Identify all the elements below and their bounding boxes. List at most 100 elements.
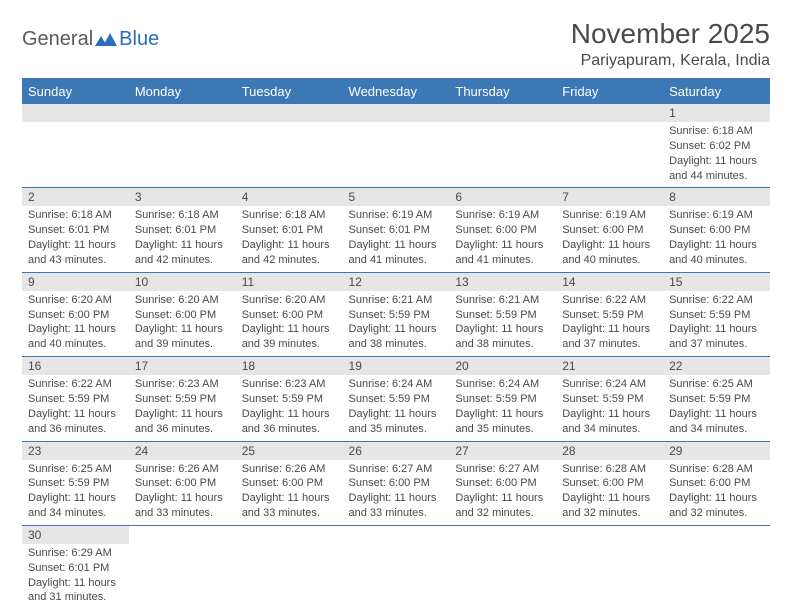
sunset-text: Sunset: 5:59 PM — [135, 392, 230, 407]
calendar-cell: 16Sunrise: 6:22 AMSunset: 5:59 PMDayligh… — [22, 357, 129, 441]
calendar-cell — [449, 525, 556, 609]
day-number: 2 — [22, 188, 129, 206]
day-number: 13 — [449, 273, 556, 291]
daylight-text: Daylight: 11 hours and 40 minutes. — [669, 238, 764, 268]
sunrise-text: Sunrise: 6:24 AM — [349, 377, 444, 392]
day-number: 9 — [22, 273, 129, 291]
day-header: Monday — [129, 79, 236, 104]
day-content: Sunrise: 6:29 AMSunset: 6:01 PMDaylight:… — [22, 544, 129, 609]
sunset-text: Sunset: 5:59 PM — [242, 392, 337, 407]
day-number: 17 — [129, 357, 236, 375]
sunset-text: Sunset: 6:00 PM — [135, 476, 230, 491]
sunrise-text: Sunrise: 6:19 AM — [669, 208, 764, 223]
sunset-text: Sunset: 5:59 PM — [455, 308, 550, 323]
logo-flag-icon — [95, 32, 117, 48]
day-number: 22 — [663, 357, 770, 375]
calendar-cell: 7Sunrise: 6:19 AMSunset: 6:00 PMDaylight… — [556, 188, 663, 272]
sunset-text: Sunset: 6:00 PM — [669, 223, 764, 238]
calendar-cell: 13Sunrise: 6:21 AMSunset: 5:59 PMDayligh… — [449, 272, 556, 356]
sunset-text: Sunset: 5:59 PM — [28, 392, 123, 407]
sunset-text: Sunset: 5:59 PM — [28, 476, 123, 491]
sunrise-text: Sunrise: 6:25 AM — [28, 462, 123, 477]
calendar-cell — [236, 104, 343, 188]
sunset-text: Sunset: 6:01 PM — [28, 561, 123, 576]
day-number-empty — [449, 104, 556, 122]
sunset-text: Sunset: 5:59 PM — [669, 308, 764, 323]
calendar-table: Sunday Monday Tuesday Wednesday Thursday… — [22, 79, 770, 609]
day-content: Sunrise: 6:21 AMSunset: 5:59 PMDaylight:… — [449, 291, 556, 356]
calendar-cell: 18Sunrise: 6:23 AMSunset: 5:59 PMDayligh… — [236, 357, 343, 441]
calendar-cell — [449, 104, 556, 188]
day-number: 29 — [663, 442, 770, 460]
day-header: Friday — [556, 79, 663, 104]
calendar-cell: 21Sunrise: 6:24 AMSunset: 5:59 PMDayligh… — [556, 357, 663, 441]
day-content-empty — [556, 122, 663, 173]
day-content: Sunrise: 6:24 AMSunset: 5:59 PMDaylight:… — [556, 375, 663, 440]
day-number: 10 — [129, 273, 236, 291]
day-number: 15 — [663, 273, 770, 291]
sunrise-text: Sunrise: 6:19 AM — [455, 208, 550, 223]
sunset-text: Sunset: 5:59 PM — [562, 392, 657, 407]
daylight-text: Daylight: 11 hours and 35 minutes. — [455, 407, 550, 437]
day-content: Sunrise: 6:27 AMSunset: 6:00 PMDaylight:… — [449, 460, 556, 525]
day-content: Sunrise: 6:18 AMSunset: 6:02 PMDaylight:… — [663, 122, 770, 187]
sunset-text: Sunset: 6:01 PM — [242, 223, 337, 238]
sunset-text: Sunset: 6:01 PM — [349, 223, 444, 238]
day-content: Sunrise: 6:19 AMSunset: 6:01 PMDaylight:… — [343, 206, 450, 271]
sunset-text: Sunset: 5:59 PM — [349, 308, 444, 323]
sunrise-text: Sunrise: 6:23 AM — [135, 377, 230, 392]
day-number: 20 — [449, 357, 556, 375]
daylight-text: Daylight: 11 hours and 39 minutes. — [135, 322, 230, 352]
daylight-text: Daylight: 11 hours and 42 minutes. — [242, 238, 337, 268]
daylight-text: Daylight: 11 hours and 32 minutes. — [669, 491, 764, 521]
daylight-text: Daylight: 11 hours and 42 minutes. — [135, 238, 230, 268]
sunset-text: Sunset: 5:59 PM — [669, 392, 764, 407]
day-number: 21 — [556, 357, 663, 375]
day-number: 23 — [22, 442, 129, 460]
day-content: Sunrise: 6:21 AMSunset: 5:59 PMDaylight:… — [343, 291, 450, 356]
daylight-text: Daylight: 11 hours and 38 minutes. — [349, 322, 444, 352]
calendar-week-row: 16Sunrise: 6:22 AMSunset: 5:59 PMDayligh… — [22, 357, 770, 441]
day-content: Sunrise: 6:19 AMSunset: 6:00 PMDaylight:… — [663, 206, 770, 271]
calendar-week-row: 2Sunrise: 6:18 AMSunset: 6:01 PMDaylight… — [22, 188, 770, 272]
day-content: Sunrise: 6:28 AMSunset: 6:00 PMDaylight:… — [556, 460, 663, 525]
sunrise-text: Sunrise: 6:24 AM — [562, 377, 657, 392]
daylight-text: Daylight: 11 hours and 44 minutes. — [669, 154, 764, 184]
day-number: 18 — [236, 357, 343, 375]
sunrise-text: Sunrise: 6:21 AM — [455, 293, 550, 308]
calendar-week-row: 30Sunrise: 6:29 AMSunset: 6:01 PMDayligh… — [22, 525, 770, 609]
calendar-cell: 5Sunrise: 6:19 AMSunset: 6:01 PMDaylight… — [343, 188, 450, 272]
day-number-empty — [236, 104, 343, 122]
sunset-text: Sunset: 6:02 PM — [669, 139, 764, 154]
day-number: 16 — [22, 357, 129, 375]
sunrise-text: Sunrise: 6:24 AM — [455, 377, 550, 392]
calendar-cell: 17Sunrise: 6:23 AMSunset: 5:59 PMDayligh… — [129, 357, 236, 441]
day-number: 24 — [129, 442, 236, 460]
daylight-text: Daylight: 11 hours and 41 minutes. — [455, 238, 550, 268]
sunset-text: Sunset: 6:00 PM — [669, 476, 764, 491]
calendar-cell: 1Sunrise: 6:18 AMSunset: 6:02 PMDaylight… — [663, 104, 770, 188]
day-header: Tuesday — [236, 79, 343, 104]
daylight-text: Daylight: 11 hours and 34 minutes. — [669, 407, 764, 437]
day-number: 27 — [449, 442, 556, 460]
calendar-cell: 15Sunrise: 6:22 AMSunset: 5:59 PMDayligh… — [663, 272, 770, 356]
day-content: Sunrise: 6:28 AMSunset: 6:00 PMDaylight:… — [663, 460, 770, 525]
calendar-cell — [343, 104, 450, 188]
sunrise-text: Sunrise: 6:19 AM — [562, 208, 657, 223]
sunrise-text: Sunrise: 6:20 AM — [135, 293, 230, 308]
sunrise-text: Sunrise: 6:27 AM — [455, 462, 550, 477]
sunrise-text: Sunrise: 6:28 AM — [562, 462, 657, 477]
daylight-text: Daylight: 11 hours and 35 minutes. — [349, 407, 444, 437]
daylight-text: Daylight: 11 hours and 40 minutes. — [28, 322, 123, 352]
daylight-text: Daylight: 11 hours and 41 minutes. — [349, 238, 444, 268]
daylight-text: Daylight: 11 hours and 37 minutes. — [669, 322, 764, 352]
daylight-text: Daylight: 11 hours and 31 minutes. — [28, 576, 123, 606]
sunrise-text: Sunrise: 6:23 AM — [242, 377, 337, 392]
logo-text-blue: Blue — [119, 28, 159, 51]
day-header: Wednesday — [343, 79, 450, 104]
daylight-text: Daylight: 11 hours and 39 minutes. — [242, 322, 337, 352]
calendar-cell: 3Sunrise: 6:18 AMSunset: 6:01 PMDaylight… — [129, 188, 236, 272]
calendar-cell: 14Sunrise: 6:22 AMSunset: 5:59 PMDayligh… — [556, 272, 663, 356]
calendar-cell — [343, 525, 450, 609]
sunrise-text: Sunrise: 6:18 AM — [669, 124, 764, 139]
